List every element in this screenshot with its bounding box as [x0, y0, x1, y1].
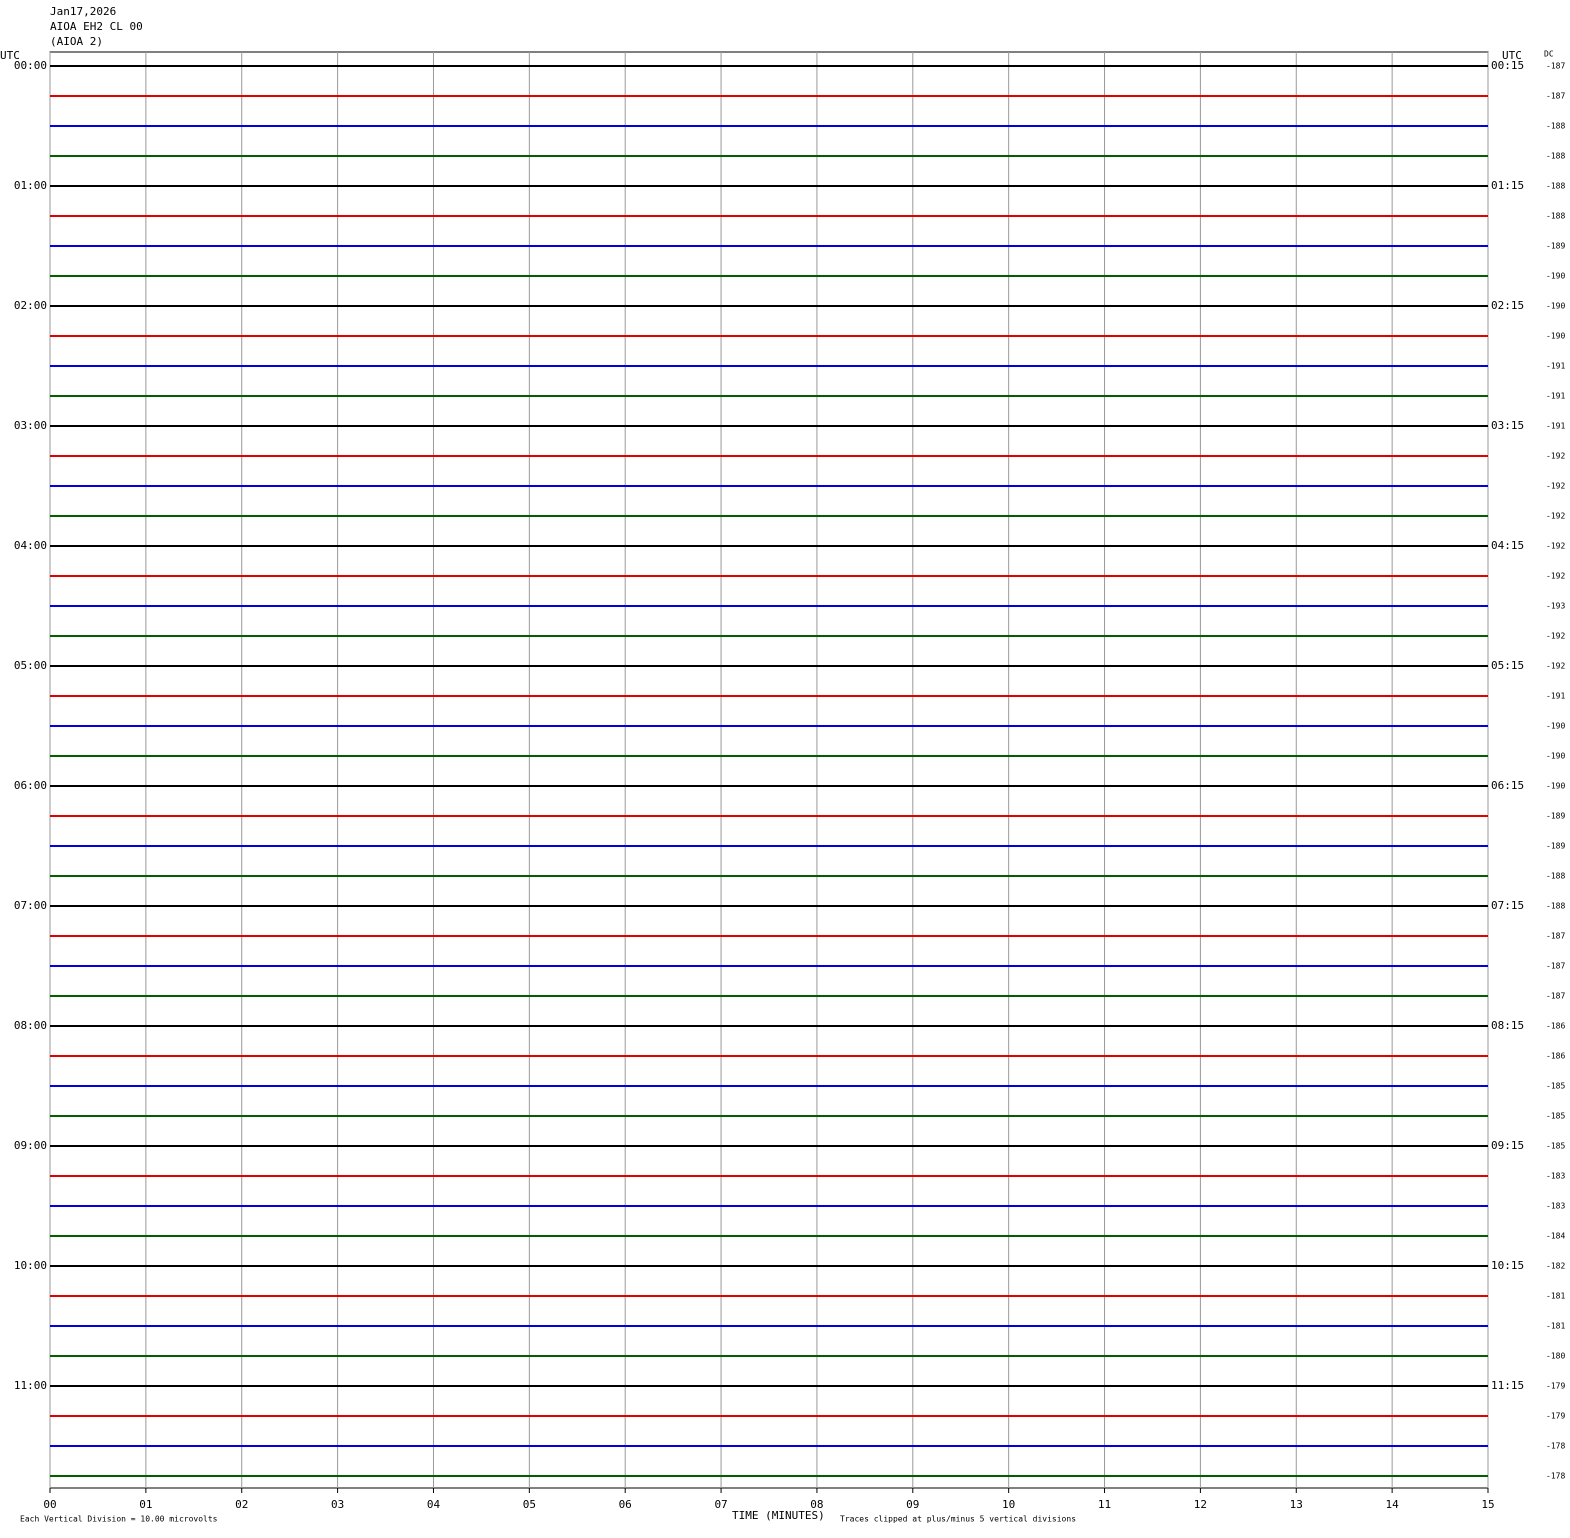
- left-time-label: 01:00: [14, 179, 47, 192]
- x-tick-label: 12: [1194, 1498, 1207, 1511]
- dc-label: -179: [1546, 1412, 1565, 1421]
- dc-label: -186: [1546, 1022, 1565, 1031]
- dc-label: -182: [1546, 1262, 1565, 1271]
- dc-label: -191: [1546, 692, 1565, 701]
- x-tick-label: 07: [714, 1498, 727, 1511]
- dc-label: -188: [1546, 152, 1565, 161]
- left-time-label: 02:00: [14, 299, 47, 312]
- left-time-label: 08:00: [14, 1019, 47, 1032]
- x-axis-label: TIME (MINUTES): [732, 1509, 825, 1522]
- dc-label: -191: [1546, 362, 1565, 371]
- right-time-label: 09:15: [1491, 1139, 1524, 1152]
- x-tick-label: 01: [139, 1498, 152, 1511]
- x-tick-label: 14: [1386, 1498, 1400, 1511]
- dc-label: -180: [1546, 1352, 1565, 1361]
- left-time-label: 11:00: [14, 1379, 47, 1392]
- dc-label: -188: [1546, 122, 1565, 131]
- left-time-label: 00:00: [14, 59, 47, 72]
- dc-label: -193: [1546, 602, 1565, 611]
- dc-label: -192: [1546, 662, 1565, 671]
- dc-label: -186: [1546, 1052, 1565, 1061]
- dc-label: -192: [1546, 452, 1565, 461]
- dc-label: -188: [1546, 212, 1565, 221]
- dc-label: -178: [1546, 1442, 1565, 1451]
- dc-label: -187: [1546, 992, 1565, 1001]
- dc-label: -187: [1546, 92, 1565, 101]
- dc-label: -192: [1546, 512, 1565, 521]
- dc-label: -185: [1546, 1112, 1565, 1121]
- title-line: (AIOA 2): [50, 35, 103, 48]
- x-tick-label: 15: [1481, 1498, 1494, 1511]
- dc-label: -192: [1546, 542, 1565, 551]
- right-time-label: 04:15: [1491, 539, 1524, 552]
- left-time-label: 05:00: [14, 659, 47, 672]
- dc-label: -187: [1546, 932, 1565, 941]
- dc-label: -181: [1546, 1322, 1565, 1331]
- right-axis-title: UTC: [1502, 49, 1522, 62]
- dc-label: -188: [1546, 182, 1565, 191]
- left-time-label: 07:00: [14, 899, 47, 912]
- x-tick-label: 11: [1098, 1498, 1111, 1511]
- x-tick-label: 03: [331, 1498, 344, 1511]
- left-time-label: 09:00: [14, 1139, 47, 1152]
- footer-left: Each Vertical Division = 10.00 microvolt…: [20, 1515, 218, 1524]
- dc-label: -183: [1546, 1172, 1565, 1181]
- right-time-label: 08:15: [1491, 1019, 1524, 1032]
- right-time-label: 10:15: [1491, 1259, 1524, 1272]
- dc-label: -188: [1546, 902, 1565, 911]
- left-axis-title: UTC: [0, 49, 20, 62]
- title-line: Jan17,2026: [50, 5, 116, 18]
- dc-label: -190: [1546, 782, 1565, 791]
- dc-label: -187: [1546, 62, 1565, 71]
- dc-label: -179: [1546, 1382, 1565, 1391]
- right-time-label: 07:15: [1491, 899, 1524, 912]
- x-tick-label: 09: [906, 1498, 919, 1511]
- x-tick-label: 08: [810, 1498, 823, 1511]
- dc-label: -183: [1546, 1202, 1565, 1211]
- footer-right: Traces clipped at plus/minus 5 vertical …: [840, 1515, 1076, 1524]
- x-tick-label: 02: [235, 1498, 248, 1511]
- right-time-label: 03:15: [1491, 419, 1524, 432]
- right-time-label: 11:15: [1491, 1379, 1524, 1392]
- dc-label: -188: [1546, 872, 1565, 881]
- title-line: AIOA EH2 CL 00: [50, 20, 143, 33]
- left-time-label: 06:00: [14, 779, 47, 792]
- x-tick-label: 05: [523, 1498, 536, 1511]
- right-time-label: 05:15: [1491, 659, 1524, 672]
- dc-label: -190: [1546, 272, 1565, 281]
- dc-label: -185: [1546, 1142, 1565, 1151]
- right-time-label: 02:15: [1491, 299, 1524, 312]
- dc-label: -185: [1546, 1082, 1565, 1091]
- dc-label: -184: [1546, 1232, 1565, 1241]
- plot-frame: [49, 51, 1489, 1489]
- left-time-label: 03:00: [14, 419, 47, 432]
- dc-label: -191: [1546, 392, 1565, 401]
- dc-label: -191: [1546, 422, 1565, 431]
- x-tick-label: 04: [427, 1498, 441, 1511]
- dc-label: -189: [1546, 242, 1565, 251]
- x-tick-label: 00: [43, 1498, 56, 1511]
- x-tick-label: 06: [619, 1498, 632, 1511]
- dc-label: -189: [1546, 842, 1565, 851]
- left-time-label: 04:00: [14, 539, 47, 552]
- dc-label: -189: [1546, 812, 1565, 821]
- dc-label: -190: [1546, 332, 1565, 341]
- left-time-label: 10:00: [14, 1259, 47, 1272]
- right-time-label: 06:15: [1491, 779, 1524, 792]
- right-time-label: 01:15: [1491, 179, 1524, 192]
- dc-label: -190: [1546, 752, 1565, 761]
- dc-label: -192: [1546, 482, 1565, 491]
- x-tick-label: 13: [1290, 1498, 1303, 1511]
- right-time-label: 00:15: [1491, 59, 1524, 72]
- x-tick-label: 10: [1002, 1498, 1015, 1511]
- dc-title: DC: [1544, 50, 1554, 59]
- dc-label: -187: [1546, 962, 1565, 971]
- dc-label: -192: [1546, 632, 1565, 641]
- dc-label: -178: [1546, 1472, 1565, 1481]
- dc-label: -192: [1546, 572, 1565, 581]
- dc-label: -190: [1546, 302, 1565, 311]
- dc-label: -181: [1546, 1292, 1565, 1301]
- dc-label: -190: [1546, 722, 1565, 731]
